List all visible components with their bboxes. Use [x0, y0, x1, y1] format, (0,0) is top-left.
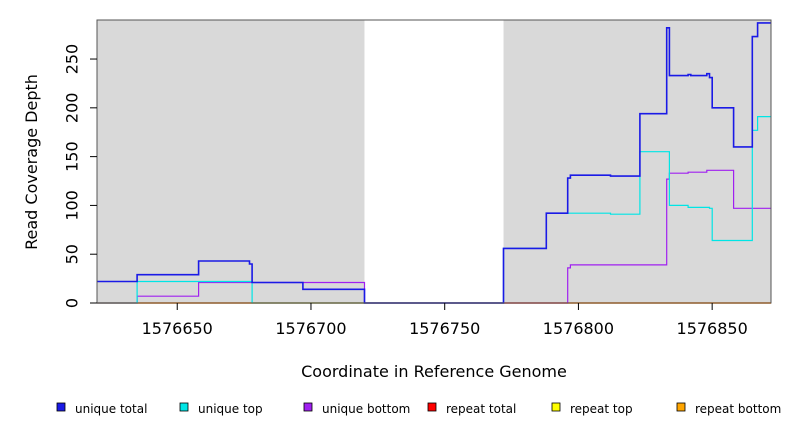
legend-label: unique top — [198, 402, 263, 416]
series-line-unique-total — [97, 22, 771, 304]
x-tick-label: 1576750 — [409, 319, 480, 338]
legend-label: repeat bottom — [695, 402, 781, 416]
x-tick-label: 1576800 — [543, 319, 614, 338]
x-tick-label: 1576700 — [275, 319, 346, 338]
legend-label: repeat total — [446, 402, 516, 416]
plot-area-frame — [96, 19, 772, 304]
legend-label: unique total — [75, 402, 147, 416]
y-tick-label: 250 — [63, 44, 82, 75]
legend-swatch — [551, 402, 561, 412]
legend-swatch — [427, 402, 437, 412]
legend-label: repeat top — [570, 402, 633, 416]
y-tick-label: 150 — [63, 141, 82, 172]
x-tick-label: 1576650 — [142, 319, 213, 338]
y-tick-label: 50 — [63, 244, 82, 264]
legend-swatch — [676, 402, 686, 412]
x-axis: 1576650 1576700 1576750 1576800 1576850 — [142, 303, 748, 338]
plot-shading-layer — [97, 20, 771, 303]
shaded-region — [97, 20, 365, 303]
legend-swatch — [179, 402, 189, 412]
y-tick-label: 200 — [63, 93, 82, 124]
legend-swatch — [56, 402, 66, 412]
y-tick-label: 100 — [63, 190, 82, 221]
y-axis-title: Read Coverage Depth — [22, 74, 41, 250]
shaded-region — [503, 20, 771, 303]
legend-swatch — [303, 402, 313, 412]
y-axis: 0 50 100 150 200 250 — [63, 44, 97, 308]
legend-label: unique bottom — [322, 402, 410, 416]
x-axis-title: Coordinate in Reference Genome — [301, 362, 567, 381]
y-tick-label: 0 — [63, 298, 82, 308]
legend: unique total unique top unique bottom repea… — [56, 402, 781, 416]
x-tick-label: 1576850 — [677, 319, 748, 338]
series-line-unique-bottom — [97, 169, 771, 304]
